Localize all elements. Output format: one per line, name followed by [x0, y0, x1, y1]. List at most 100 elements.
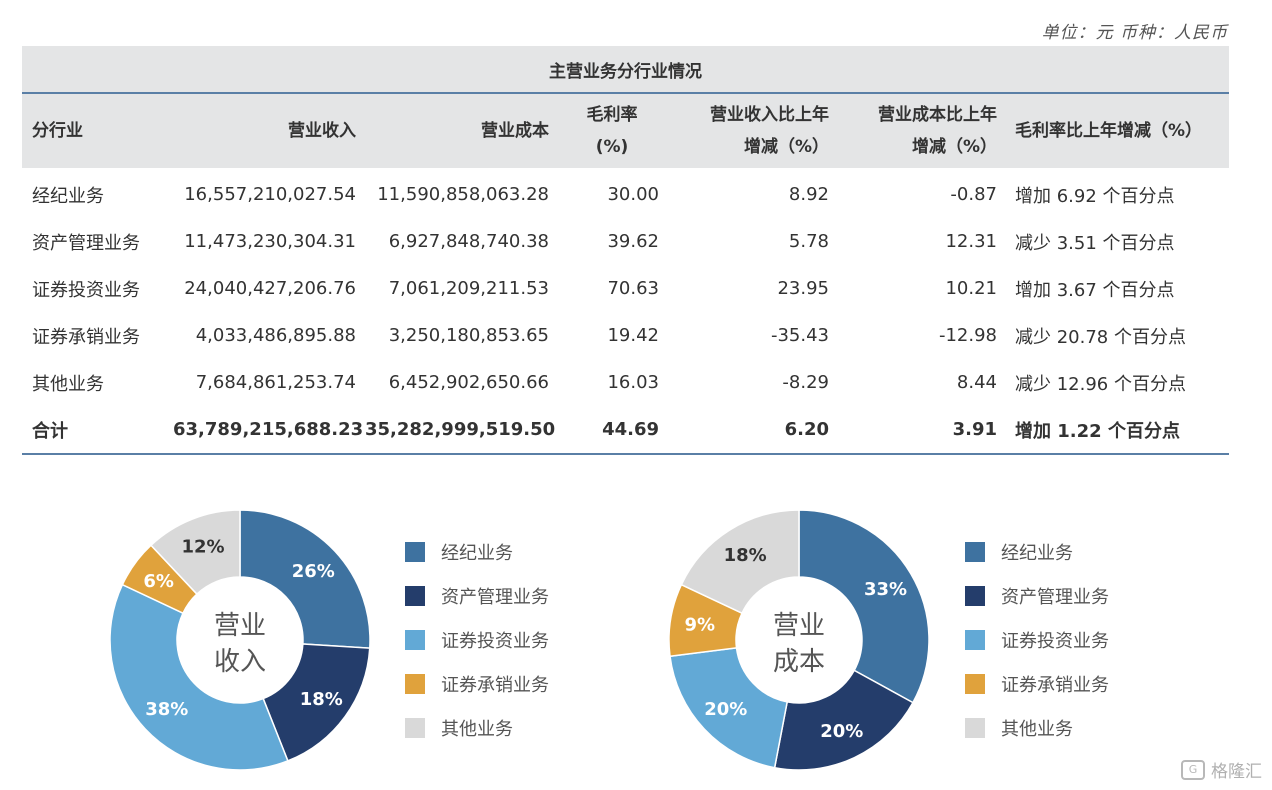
donut-slice-label: 20% [820, 721, 863, 742]
donut-slice-1 [239, 509, 371, 649]
header-industry: 分行业 [22, 93, 172, 168]
revenue-legend: 经纪业务资产管理业务 证券投资业务 证券承销业务 其他业务 [405, 530, 549, 750]
cell-cost-change: -0.87 [950, 184, 997, 205]
cell-industry: 证券承销业务 [32, 326, 140, 348]
cell-revenue: 4,033,486,895.88 [195, 325, 356, 346]
cell-cost: 35,282,999,519.50 [364, 406, 557, 455]
legend-item: 证券承销业务 [405, 662, 549, 706]
table-caption: 主营业务分行业情况 [22, 46, 1230, 94]
cell-cost: 6,452,902,650.66 [388, 372, 549, 393]
donut-slice-label: 12% [181, 537, 224, 558]
table-total-row: 合计 63,789,215,688.23 35,282,999,519.50 44.6… [22, 406, 1230, 455]
donut-slice-5 [680, 509, 800, 615]
legend-swatch [965, 542, 985, 562]
legend-item: 经纪业务 [965, 530, 1109, 574]
cell-revenue: 24,040,427,206.76 [184, 278, 356, 299]
header-revenue: 营业收入 [172, 93, 364, 168]
legend-label: 资产管理业务 [441, 587, 549, 608]
revenue-donut-chart: 26% 18% 38% 6% 12% 营业收入 [109, 509, 371, 771]
legend-swatch [965, 630, 985, 650]
donut-center-label: 营业 [773, 611, 825, 641]
legend-label: 资产管理业务 [1001, 587, 1109, 608]
legend-item: 资产管理业务 [965, 574, 1109, 618]
watermark-text: 格隆汇 [1211, 762, 1262, 782]
cell-margin: 30.00 [607, 184, 659, 205]
cell-revenue: 7,684,861,253.74 [195, 372, 356, 393]
table-row: 资产管理业务 11,473,230,304.31 6,927,848,740.38 3… [22, 218, 1229, 265]
donut-slice-label: 6% [143, 571, 174, 592]
donut-slice-label: 18% [724, 545, 767, 566]
cell-cost-change: 8.44 [956, 372, 997, 393]
cost-legend: 经纪业务资产管理业务 证券投资业务 证券承销业务 其他业务 [965, 530, 1109, 750]
cell-margin: 70.63 [607, 278, 659, 299]
donut-slice-label: 38% [145, 699, 188, 720]
cell-industry: 证券投资业务 [32, 279, 140, 301]
cell-margin-change: 增加 6.92 个百分点 [1015, 185, 1175, 207]
donut-center-label: 营业 [214, 611, 266, 641]
cost-donut-chart: 33% 20% 20% 9% 18% 营业成本 [668, 509, 930, 771]
legend-swatch [405, 718, 425, 738]
charts-area: 26% 18% 38% 6% 12% 营业 收入 经纪业务 资产管理业务 证券投资业务 证券承销业… [0, 505, 1272, 775]
cell-cost-change: -12.98 [938, 325, 997, 346]
legend-swatch [405, 586, 425, 606]
donut-slice-label: 18% [300, 689, 343, 710]
header-cost-change: 营业成本比上年 增减（%） [837, 93, 1005, 168]
legend-swatch [965, 586, 985, 606]
legend-label: 其他业务 [441, 719, 513, 740]
legend-item: 其他业务 [965, 706, 1109, 750]
cell-rev-change: 5.78 [788, 231, 829, 252]
donut-slice-label: 20% [704, 699, 747, 720]
cell-cost-change: 12.31 [945, 231, 997, 252]
cell-cost-change: 10.21 [945, 278, 997, 299]
cell-cost-change: 3.91 [837, 406, 1005, 455]
legend-item: 其他业务 [405, 706, 549, 750]
donut-slice-label: 26% [292, 561, 335, 582]
watermark: G 格隆汇 [1181, 757, 1262, 782]
legend-label: 证券投资业务 [441, 631, 549, 652]
cell-margin-change: 减少 3.51 个百分点 [1015, 232, 1175, 254]
cell-margin: 16.03 [607, 372, 659, 393]
donut-slice-2 [262, 643, 371, 762]
header-margin-change: 毛利率比上年增减（%） [1005, 93, 1230, 168]
cell-revenue: 63,789,215,688.23 [172, 406, 364, 455]
cell-cost: 7,061,209,211.53 [388, 278, 549, 299]
cell-revenue: 16,557,210,027.54 [184, 184, 356, 205]
table-row: 证券承销业务 4,033,486,895.88 3,250,180,853.65 19… [22, 312, 1229, 359]
business-table: 主营业务分行业情况 分行业 营业收入 营业成本 毛利率 (%) 营业收入比上年 增减… [22, 46, 1230, 455]
legend-label: 证券投资业务 [1001, 631, 1109, 652]
legend-item: 资产管理业务 [405, 574, 549, 618]
legend-swatch [965, 674, 985, 694]
header-revenue-change: 营业收入比上年 增减（%） [667, 93, 837, 168]
cell-cost: 6,927,848,740.38 [388, 231, 549, 252]
unit-currency-note: 单位：元 币种：人民币 [1041, 23, 1228, 43]
legend-swatch [405, 542, 425, 562]
legend-label: 证券承销业务 [1001, 675, 1109, 696]
legend-label: 其他业务 [1001, 719, 1073, 740]
header-cost: 营业成本 [364, 93, 557, 168]
cell-rev-change: 23.95 [777, 278, 829, 299]
donut-slice-label: 9% [684, 614, 715, 635]
header-margin: 毛利率 (%) [557, 93, 667, 168]
cell-revenue: 11,473,230,304.31 [184, 231, 356, 252]
cell-rev-change: -35.43 [770, 325, 829, 346]
table-row: 其他业务 7,684,861,253.74 6,452,902,650.66 16.0… [22, 359, 1229, 406]
legend-label: 证券承销业务 [441, 675, 549, 696]
watermark-logo-icon: G [1181, 759, 1205, 780]
legend-swatch [965, 718, 985, 738]
legend-item: 经纪业务 [405, 530, 549, 574]
donut-center-label: 成本 [773, 647, 825, 677]
legend-swatch [405, 630, 425, 650]
donut-slice-3 [669, 647, 789, 769]
table-row: 经纪业务 16,557,210,027.54 11,590,858,063.28 30… [22, 168, 1229, 218]
cell-industry: 经纪业务 [32, 185, 104, 207]
cell-industry: 其他业务 [32, 373, 104, 395]
donut-center-label: 收入 [214, 647, 266, 677]
donut-slice-1 [798, 509, 930, 704]
cell-industry: 合计 [22, 406, 172, 455]
cell-rev-change: -8.29 [782, 372, 829, 393]
cell-industry: 资产管理业务 [32, 232, 140, 254]
cell-rev-change: 6.20 [667, 406, 837, 455]
cell-margin: 19.42 [607, 325, 659, 346]
table-row: 证券投资业务 24,040,427,206.76 7,061,209,211.53 7… [22, 265, 1229, 312]
cell-margin: 39.62 [607, 231, 659, 252]
